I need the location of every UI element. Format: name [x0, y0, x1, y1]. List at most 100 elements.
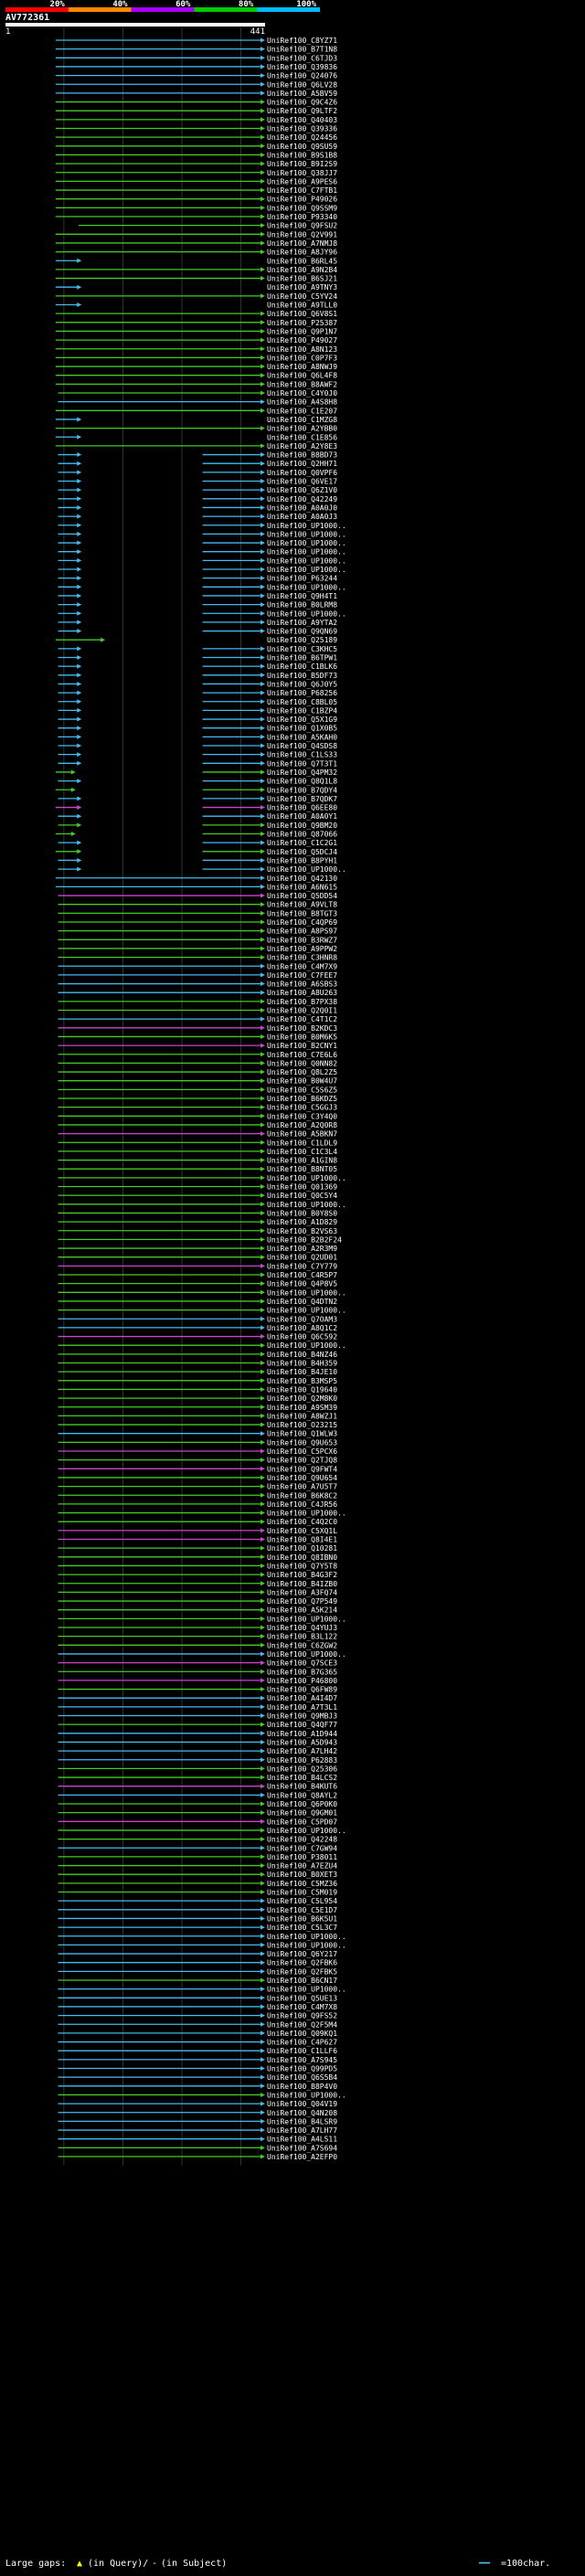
hit-arrow [261, 152, 265, 157]
hit-label: UniRef100_Q25189 [267, 636, 337, 644]
hit-row: UniRef100_UP1000.. [58, 1307, 346, 1315]
hit-label: UniRef100_Q9FWT4 [267, 1465, 337, 1473]
hit-row: UniRef100_C4QP69 [58, 918, 337, 927]
hit-row: UniRef100_UP1000.. [58, 865, 346, 874]
hit-arrow [261, 1043, 265, 1048]
hit-arrow [261, 610, 265, 616]
hit-arrow [77, 726, 82, 731]
hit-row: UniRef100_Q7OAM3 [58, 1315, 337, 1323]
hit-row: UniRef100_B8PYH1 [58, 856, 337, 864]
hit-arrow [261, 1060, 265, 1065]
hit-arrow [261, 1713, 265, 1718]
hit-arrow [261, 1678, 265, 1683]
hit-row: UniRef100_Q01369 [58, 1183, 337, 1192]
hit-arrow [261, 1308, 265, 1313]
hit-label: UniRef100_Q6V8S1 [267, 310, 337, 318]
hit-label: UniRef100_UP1000.. [267, 610, 346, 618]
hit-arrow [261, 2057, 265, 2062]
hit-arrow [261, 2136, 265, 2142]
hit-row: UniRef100_A5BV59 [55, 90, 337, 98]
hit-label: UniRef100_B4LCS2 [267, 1774, 337, 1782]
hit-row: UniRef100_C5PCX6 [58, 1447, 337, 1456]
hit-row: UniRef100_Q9LTF2 [55, 107, 337, 115]
hit-arrow [261, 1881, 265, 1886]
hit-arrow [261, 1158, 265, 1163]
hit-row: UniRef100_Q1WLW3 [58, 1430, 337, 1438]
hit-arrow [261, 1193, 265, 1198]
hit-label: UniRef100_B9I2S9 [267, 160, 337, 168]
hit-arrow [261, 769, 265, 775]
hit-label: UniRef100_Q9U654 [267, 1474, 337, 1482]
hit-label: UniRef100_Q9SSM9 [267, 204, 337, 212]
hit-row: UniRef100_A9PES6 [55, 177, 337, 186]
hit-arrow [77, 752, 82, 758]
hit-row: UniRef100_Q9FS52 [58, 2012, 337, 2020]
hit-label: UniRef100_B8P4V0 [267, 2083, 337, 2091]
hit-label: UniRef100_Q6VE17 [267, 478, 337, 486]
hit-label: UniRef100_P63244 [267, 575, 337, 583]
hit-row: UniRef100_B6K5U1 [58, 1914, 337, 1923]
hit-label: UniRef100_B4KUT6 [267, 1783, 337, 1791]
hit-label: UniRef100_A9TLL0 [267, 302, 337, 310]
percent-bar-segment [257, 7, 320, 12]
hit-arrow [261, 1501, 265, 1507]
hit-label: UniRef100_Q6EE80 [267, 804, 337, 812]
hit-arrow [261, 734, 265, 739]
hit-label: UniRef100_A7LH42 [267, 1747, 337, 1755]
hit-row: UniRef100_Q1X0B5 [58, 725, 337, 733]
hit-arrow [261, 743, 265, 748]
hit-row: UniRef100_Q6J0Y5 [58, 680, 337, 688]
hit-arrow [261, 1378, 265, 1383]
hit-label: UniRef100_Q4PM32 [267, 769, 337, 777]
hit-arrow [77, 496, 82, 502]
hit-row: UniRef100_C4Q2C0 [58, 1518, 337, 1526]
hit-label: UniRef100_UP1000.. [267, 2091, 346, 2099]
hit-row: UniRef100_UP1000.. [58, 1174, 346, 1182]
hit-row: UniRef100_C4P627 [58, 2039, 337, 2047]
hit-arrow [261, 470, 265, 475]
hit-label: UniRef100_A4LS11 [267, 2136, 337, 2144]
hit-arrow [77, 504, 82, 510]
hit-row: UniRef100_Q9P1N7 [55, 327, 337, 335]
hit-label: UniRef100_Q42248 [267, 1836, 337, 1844]
hit-label: UniRef100_A5BKN7 [267, 1130, 337, 1139]
hit-label: UniRef100_P38011 [267, 1853, 337, 1861]
hit-row: UniRef100_Q6L4F8 [55, 372, 337, 380]
hit-row: UniRef100_A5K214 [58, 1606, 337, 1615]
hit-arrow [261, 143, 265, 149]
hit-arrow [261, 884, 265, 889]
hit-arrow [261, 2145, 265, 2150]
hit-arrow [261, 981, 265, 987]
hit-label: UniRef100_Q2V991 [267, 230, 337, 239]
hit-arrow [261, 866, 265, 872]
hit-row: UniRef100_Q2TJQ8 [58, 1457, 337, 1465]
percent-label: 40% [112, 0, 128, 9]
hit-row: UniRef100_Q6EE80 [55, 804, 337, 812]
hit-label: UniRef100_Q7OAM3 [267, 1315, 337, 1323]
hit-label: UniRef100_C1C3L4 [267, 1148, 337, 1156]
hit-arrow [261, 1105, 265, 1110]
hit-row: UniRef100_P63244 [58, 575, 337, 583]
hit-arrow [261, 1175, 265, 1181]
hit-arrow [261, 999, 265, 1004]
hit-label: UniRef100_Q9SU59 [267, 143, 337, 151]
hit-label: UniRef100_Q4YUJ3 [267, 1624, 337, 1632]
scale-label: =100char. [501, 2559, 551, 2569]
hit-label: UniRef100_C1LLF6 [267, 2047, 337, 2055]
hit-label: UniRef100_Q2M8K0 [267, 1394, 337, 1403]
hit-arrow [261, 126, 265, 131]
hit-arrow [261, 1765, 265, 1771]
hit-row: UniRef100_UP1000.. [58, 610, 346, 618]
hit-label: UniRef100_Q9FS52 [267, 2012, 337, 2020]
hit-label: UniRef100_A8U263 [267, 989, 337, 997]
hit-arrow [261, 1008, 265, 1012]
hit-arrow [261, 170, 265, 175]
hit-label: UniRef100_C3Y4Q0 [267, 1112, 337, 1120]
hit-arrow [261, 2021, 265, 2027]
hit-row: UniRef100_A8JY96 [55, 249, 337, 257]
hit-arrow [261, 787, 265, 792]
hit-row: UniRef100_A9TLL0 [55, 302, 337, 310]
hit-row: UniRef100_A9N2B4 [55, 266, 337, 274]
hit-row: UniRef100_A2R3M9 [58, 1245, 337, 1253]
hit-row: UniRef100_C6TJD3 [55, 54, 337, 62]
